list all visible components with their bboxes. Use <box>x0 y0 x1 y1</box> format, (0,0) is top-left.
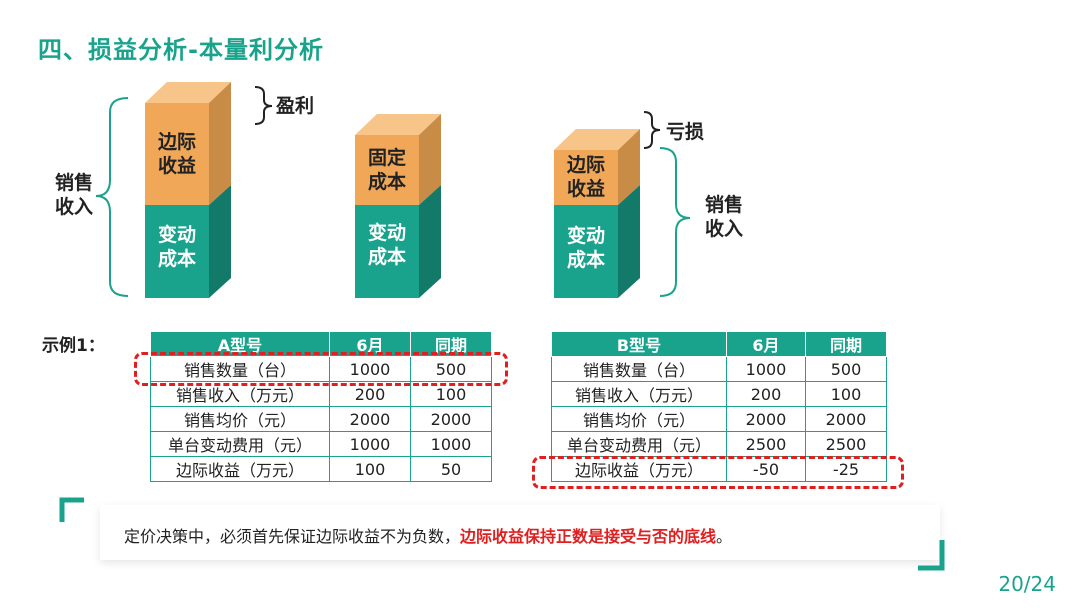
table-cell: 2500 <box>726 431 806 457</box>
table-cell: 单台变动费用（元） <box>150 431 330 457</box>
col3-margin-label: 边际 收益 <box>566 154 605 200</box>
col2-fixed-cost-label: 固定 成本 <box>367 147 406 193</box>
table-cell: 200 <box>726 381 806 407</box>
table-cell: 边际收益（万元） <box>551 456 727 482</box>
table-b-header: B型号 <box>551 331 727 357</box>
col2-variable-cost-label: 变动 成本 <box>367 222 406 268</box>
table-row: 边际收益（万元） 100 50 <box>150 456 492 482</box>
table-cell: -50 <box>726 456 806 482</box>
page-number: 20/24 <box>998 572 1056 596</box>
table-row: 单台变动费用（元） 1000 1000 <box>150 431 492 457</box>
table-cell: -25 <box>805 456 887 482</box>
table-cell: 100 <box>329 456 411 482</box>
table-cell: 500 <box>805 356 887 382</box>
table-cell: 1000 <box>410 431 492 457</box>
loss-label: 亏损 <box>666 121 705 143</box>
table-row: 边际收益（万元） -50 -25 <box>551 456 887 482</box>
table-row: 销售数量（台） 1000 500 <box>150 356 492 382</box>
table-row: 单台变动费用（元） 2500 2500 <box>551 431 887 457</box>
table-cell: 500 <box>410 356 492 382</box>
table-row: 销售均价（元） 2000 2000 <box>551 406 887 432</box>
table-cell: 1000 <box>329 431 411 457</box>
example-label: 示例1： <box>42 336 105 356</box>
right-brace <box>659 147 691 297</box>
page-title: 四、损益分析-本量利分析 <box>38 36 324 64</box>
table-cell: 销售数量（台） <box>551 356 727 382</box>
table-cell: 2000 <box>805 406 887 432</box>
table-cell: 单台变动费用（元） <box>551 431 727 457</box>
table-cell: 2000 <box>726 406 806 432</box>
block-col2 <box>355 114 441 298</box>
left-sales-revenue-label: 销售 收入 <box>54 172 93 218</box>
table-b-header-row: B型号 6月 同期 <box>551 331 887 357</box>
table-b-header: 同期 <box>805 331 887 357</box>
col3-variable-cost-label: 变动 成本 <box>566 225 605 271</box>
right-sales-revenue-label: 销售 收入 <box>704 194 743 240</box>
note-text: 定价决策中，必须首先保证边际收益不为负数，边际收益保持正数是接受与否的底线。 <box>124 523 732 547</box>
table-cell: 销售均价（元） <box>150 406 330 432</box>
profit-label: 盈利 <box>276 95 315 117</box>
table-cell: 边际收益（万元） <box>150 456 330 482</box>
cvp-diagram <box>95 82 691 298</box>
table-cell: 100 <box>805 381 887 407</box>
note-highlight-text: 边际收益保持正数是接受与否的底线 <box>460 527 717 546</box>
highlight-sales-quantity-row <box>134 352 508 386</box>
highlight-margin-row-b <box>532 456 904 489</box>
left-brace <box>95 97 129 297</box>
table-row: 销售收入（万元） 200 100 <box>551 381 887 407</box>
col1-variable-cost-label: 变动 成本 <box>157 224 196 270</box>
table-cell: 销售数量（台） <box>150 356 330 382</box>
profit-brace <box>254 86 273 125</box>
note-box <box>100 505 940 560</box>
table-cell: 销售收入（万元） <box>551 381 727 407</box>
table-b-header: 6月 <box>726 331 806 357</box>
table-cell: 2000 <box>410 406 492 432</box>
loss-brace <box>643 111 661 149</box>
note-end-text: 。 <box>716 527 733 546</box>
table-cell: 2500 <box>805 431 887 457</box>
table-b: B型号 6月 同期 销售数量（台） 1000 500 销售收入（万元） 200 … <box>551 331 887 482</box>
col1-margin-label: 边际 收益 <box>157 131 196 177</box>
table-cell: 2000 <box>329 406 411 432</box>
block-col1 <box>145 82 231 298</box>
table-row: 销售数量（台） 1000 500 <box>551 356 887 382</box>
table-row: 销售均价（元） 2000 2000 <box>150 406 492 432</box>
table-cell: 50 <box>410 456 492 482</box>
block-col3 <box>554 129 640 298</box>
note-normal-text: 定价决策中，必须首先保证边际收益不为负数， <box>124 527 461 546</box>
table-cell: 1000 <box>329 356 411 382</box>
